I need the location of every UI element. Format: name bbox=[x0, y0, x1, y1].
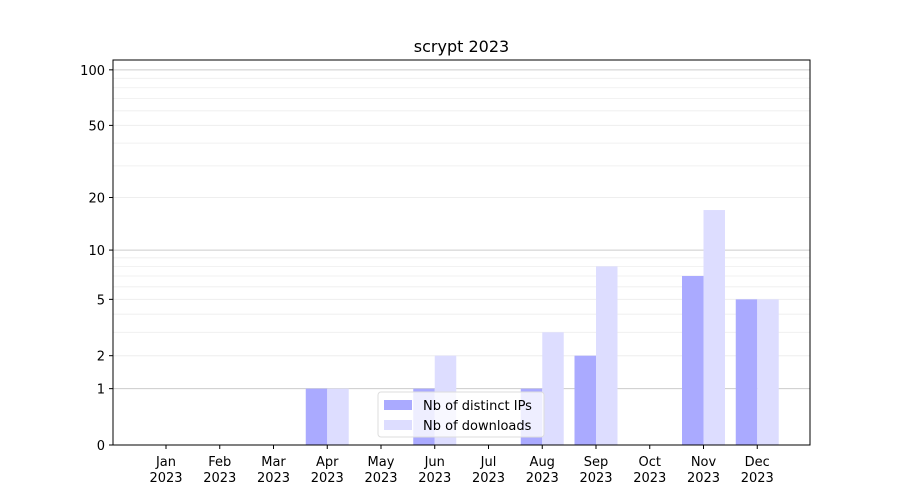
y-tick-label: 1 bbox=[97, 383, 105, 398]
x-tick-label: 2023 bbox=[149, 471, 182, 486]
legend-swatch bbox=[384, 400, 412, 410]
x-tick-label: 2023 bbox=[472, 471, 505, 486]
y-tick-label: 5 bbox=[97, 293, 105, 308]
bar-distinct-ips bbox=[305, 388, 328, 445]
bar-downloads bbox=[596, 266, 618, 445]
bar-downloads bbox=[542, 332, 564, 445]
y-tick-label: 50 bbox=[88, 119, 105, 134]
x-tick-label: Oct bbox=[639, 455, 661, 470]
x-tick-label: Dec bbox=[745, 455, 770, 470]
y-tick-label: 100 bbox=[80, 64, 105, 79]
x-tick-label: 2023 bbox=[687, 471, 720, 486]
x-tick-label: 2023 bbox=[257, 471, 290, 486]
y-tick-label: 20 bbox=[88, 192, 105, 207]
chart-title: scrypt 2023 bbox=[414, 37, 509, 56]
x-tick-label: 2023 bbox=[741, 471, 774, 486]
y-tick-label: 2 bbox=[97, 350, 105, 365]
x-tick-label: Aug bbox=[530, 455, 555, 470]
bar-distinct-ips bbox=[682, 275, 704, 445]
x-tick-label: Jul bbox=[480, 455, 497, 470]
x-tick-label: 2023 bbox=[311, 471, 344, 486]
bar-distinct-ips bbox=[574, 355, 596, 445]
x-tick-label: Apr bbox=[316, 455, 339, 470]
x-tick-label: Nov bbox=[691, 455, 717, 470]
bar-downloads bbox=[327, 388, 349, 445]
x-tick-label: Mar bbox=[261, 455, 286, 470]
legend: Nb of distinct IPs Nb of downloads bbox=[377, 391, 545, 438]
x-tick-label: 2023 bbox=[203, 471, 236, 486]
legend-box bbox=[377, 391, 545, 438]
x-tick-label: Sep bbox=[584, 455, 609, 470]
plot-frame bbox=[112, 59, 811, 446]
y-tick-label: 10 bbox=[88, 244, 105, 259]
x-tick-label: 2023 bbox=[633, 471, 666, 486]
legend-swatch bbox=[384, 420, 412, 430]
bar-distinct-ips bbox=[735, 299, 758, 445]
x-tick-label: Jan bbox=[155, 455, 176, 470]
x-tick-label: Jun bbox=[424, 455, 445, 470]
x-tick-label: 2023 bbox=[418, 471, 451, 486]
bar-downloads bbox=[757, 299, 779, 445]
x-tick-label: 2023 bbox=[526, 471, 559, 486]
bar-downloads bbox=[703, 210, 725, 445]
x-tick-label: 2023 bbox=[579, 471, 612, 486]
x-tick-label: May bbox=[368, 455, 395, 470]
x-tick-label: 2023 bbox=[364, 471, 397, 486]
y-tick-label: 0 bbox=[97, 439, 105, 454]
legend-label: Nb of downloads bbox=[423, 419, 532, 434]
legend-label: Nb of distinct IPs bbox=[423, 399, 532, 414]
x-tick-label: Feb bbox=[208, 455, 231, 470]
